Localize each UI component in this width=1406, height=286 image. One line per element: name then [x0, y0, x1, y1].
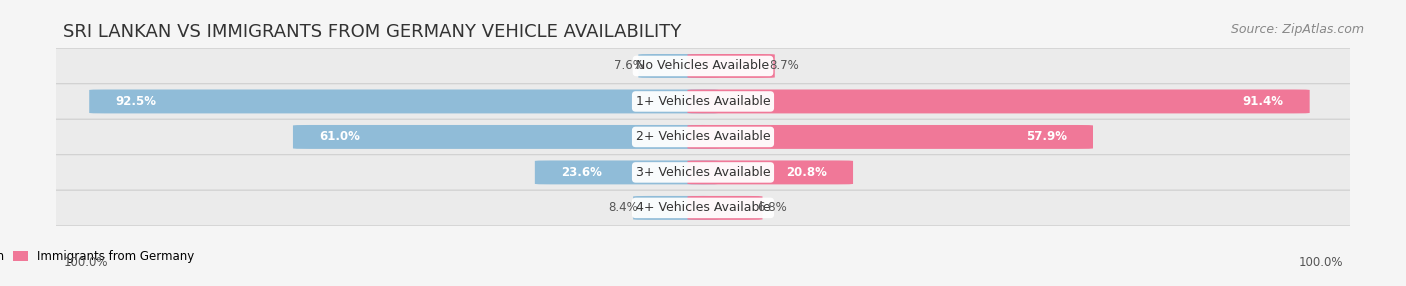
FancyBboxPatch shape: [24, 48, 1382, 84]
FancyBboxPatch shape: [688, 90, 1309, 114]
Text: 61.0%: 61.0%: [319, 130, 360, 144]
FancyBboxPatch shape: [24, 190, 1382, 225]
FancyBboxPatch shape: [638, 54, 718, 78]
Text: 20.8%: 20.8%: [786, 166, 827, 179]
FancyBboxPatch shape: [688, 54, 775, 78]
Text: 3+ Vehicles Available: 3+ Vehicles Available: [636, 166, 770, 179]
Text: 91.4%: 91.4%: [1243, 95, 1284, 108]
FancyBboxPatch shape: [534, 160, 718, 184]
FancyBboxPatch shape: [292, 125, 718, 149]
Text: 23.6%: 23.6%: [561, 166, 602, 179]
FancyBboxPatch shape: [688, 196, 762, 220]
Text: No Vehicles Available: No Vehicles Available: [637, 59, 769, 72]
Text: 6.8%: 6.8%: [758, 201, 787, 214]
Text: SRI LANKAN VS IMMIGRANTS FROM GERMANY VEHICLE AVAILABILITY: SRI LANKAN VS IMMIGRANTS FROM GERMANY VE…: [63, 23, 682, 41]
Text: 8.7%: 8.7%: [769, 59, 800, 72]
FancyBboxPatch shape: [633, 196, 718, 220]
Legend: Sri Lankan, Immigrants from Germany: Sri Lankan, Immigrants from Germany: [0, 250, 194, 263]
FancyBboxPatch shape: [24, 119, 1382, 154]
FancyBboxPatch shape: [24, 155, 1382, 190]
FancyBboxPatch shape: [688, 160, 853, 184]
Text: 4+ Vehicles Available: 4+ Vehicles Available: [636, 201, 770, 214]
Text: 57.9%: 57.9%: [1026, 130, 1067, 144]
Text: 92.5%: 92.5%: [115, 95, 156, 108]
Text: 7.6%: 7.6%: [613, 59, 644, 72]
Text: 1+ Vehicles Available: 1+ Vehicles Available: [636, 95, 770, 108]
Text: Source: ZipAtlas.com: Source: ZipAtlas.com: [1230, 23, 1364, 36]
FancyBboxPatch shape: [688, 125, 1092, 149]
FancyBboxPatch shape: [89, 90, 718, 114]
FancyBboxPatch shape: [24, 84, 1382, 119]
Text: 100.0%: 100.0%: [1298, 256, 1343, 269]
Text: 2+ Vehicles Available: 2+ Vehicles Available: [636, 130, 770, 144]
Text: 8.4%: 8.4%: [609, 201, 638, 214]
Text: 100.0%: 100.0%: [63, 256, 108, 269]
